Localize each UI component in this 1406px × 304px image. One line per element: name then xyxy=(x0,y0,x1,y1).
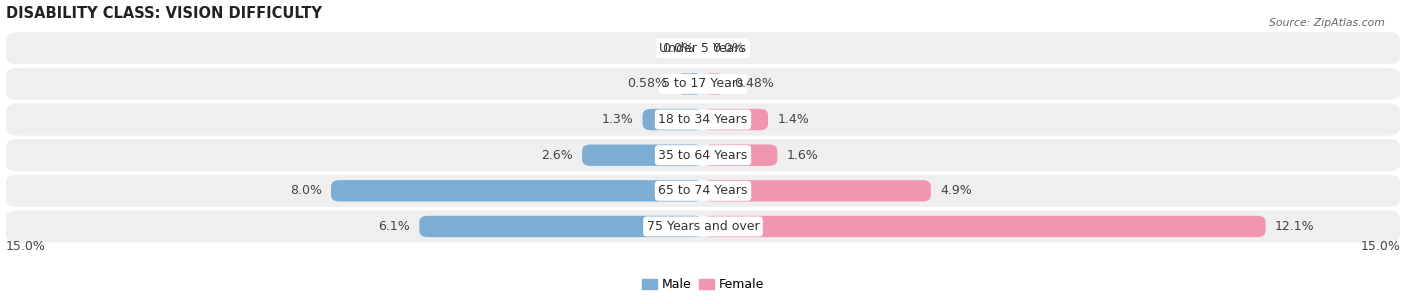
FancyBboxPatch shape xyxy=(703,180,931,202)
Text: 5 to 17 Years: 5 to 17 Years xyxy=(662,78,744,90)
Text: 0.0%: 0.0% xyxy=(713,42,744,55)
FancyBboxPatch shape xyxy=(703,144,778,166)
Text: 0.58%: 0.58% xyxy=(627,78,666,90)
FancyBboxPatch shape xyxy=(643,109,703,130)
Text: 2.6%: 2.6% xyxy=(541,149,572,162)
Text: 4.9%: 4.9% xyxy=(941,184,972,197)
FancyBboxPatch shape xyxy=(676,73,703,95)
FancyBboxPatch shape xyxy=(6,139,1400,171)
FancyBboxPatch shape xyxy=(703,216,1265,237)
FancyBboxPatch shape xyxy=(703,109,768,130)
Text: 15.0%: 15.0% xyxy=(1361,240,1400,253)
Text: 1.3%: 1.3% xyxy=(602,113,633,126)
Text: 12.1%: 12.1% xyxy=(1275,220,1315,233)
Text: 8.0%: 8.0% xyxy=(290,184,322,197)
FancyBboxPatch shape xyxy=(6,68,1400,100)
FancyBboxPatch shape xyxy=(330,180,703,202)
Text: 6.1%: 6.1% xyxy=(378,220,411,233)
Text: 65 to 74 Years: 65 to 74 Years xyxy=(658,184,748,197)
FancyBboxPatch shape xyxy=(419,216,703,237)
FancyBboxPatch shape xyxy=(582,144,703,166)
Legend: Male, Female: Male, Female xyxy=(637,273,769,296)
Text: 75 Years and over: 75 Years and over xyxy=(647,220,759,233)
Text: Under 5 Years: Under 5 Years xyxy=(659,42,747,55)
FancyBboxPatch shape xyxy=(703,73,725,95)
Text: 1.6%: 1.6% xyxy=(787,149,818,162)
Text: 0.0%: 0.0% xyxy=(662,42,693,55)
Text: 15.0%: 15.0% xyxy=(6,240,45,253)
Text: 0.48%: 0.48% xyxy=(734,78,775,90)
Text: 1.4%: 1.4% xyxy=(778,113,808,126)
FancyBboxPatch shape xyxy=(6,32,1400,64)
FancyBboxPatch shape xyxy=(6,103,1400,136)
Text: DISABILITY CLASS: VISION DIFFICULTY: DISABILITY CLASS: VISION DIFFICULTY xyxy=(6,5,322,21)
FancyBboxPatch shape xyxy=(6,175,1400,207)
FancyBboxPatch shape xyxy=(6,210,1400,243)
Text: 35 to 64 Years: 35 to 64 Years xyxy=(658,149,748,162)
Text: 18 to 34 Years: 18 to 34 Years xyxy=(658,113,748,126)
Text: Source: ZipAtlas.com: Source: ZipAtlas.com xyxy=(1270,18,1385,28)
